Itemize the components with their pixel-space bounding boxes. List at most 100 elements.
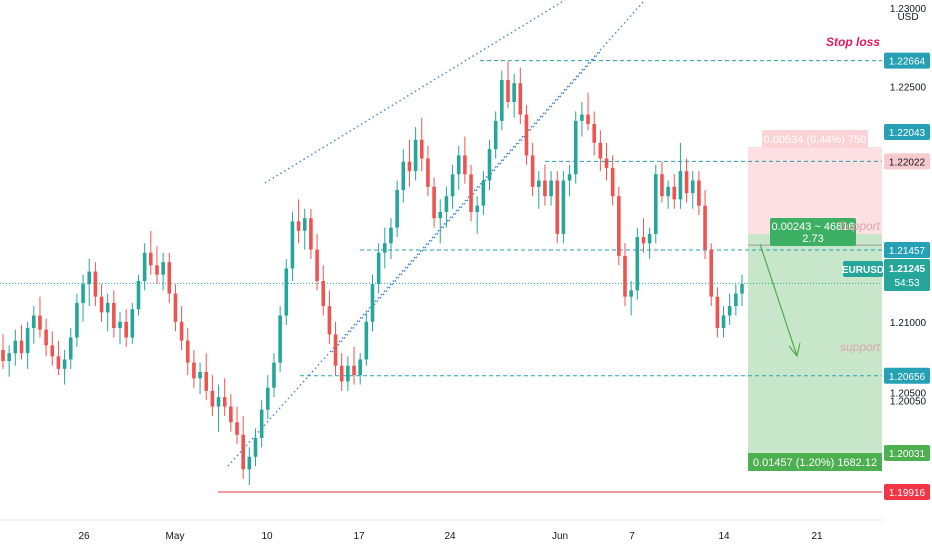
target-info-box [748,453,882,471]
channel-lines[interactable] [227,0,646,467]
candle-body [253,437,258,457]
candle-body [678,171,683,200]
candle-body [376,252,381,285]
candle-body [672,186,677,200]
candle-body [660,174,664,197]
candle-body [684,171,689,194]
candle-body [586,114,590,125]
candle-body [506,80,510,103]
candle-body [358,359,362,376]
target-price-tag [884,445,930,461]
candle-body [25,328,30,354]
candle-body [241,434,245,470]
support-annotation: support [840,340,881,354]
candle-body [432,186,436,219]
candle-body [130,309,135,338]
candle-body [216,397,221,407]
candle-body [592,124,596,143]
candle-body [727,306,732,316]
candle-body [68,337,73,360]
candle-body [272,362,276,388]
candle-body [561,180,566,234]
entry-info-text-1: 0.00243 ~ 46816 [772,221,855,233]
candle-body [413,139,418,172]
target-info-text: 0.01457 (1.20%) 1682.12 [753,457,877,469]
candle-body [352,365,356,376]
candle-body [610,167,615,197]
y-tick-label: 1.20500 [890,388,927,399]
time-axis[interactable]: 26 May 10 17 24 Jun 7 14 21 [78,531,823,542]
candle-body [567,174,572,181]
entry-info-box [770,218,856,246]
candle-body [247,456,252,470]
level-price: 1.19916 [889,488,926,499]
candle-body [155,265,159,275]
candle-body [327,306,332,335]
candle-body [426,158,430,187]
candle-body [210,390,215,407]
candle-body [99,296,104,313]
stop-loss-annotation: Stop loss [826,35,880,49]
stop-info-text: 0.00534 (0.44%) 750 [764,134,867,146]
candle-body [598,142,603,159]
candle-body [315,249,319,281]
y-tick-label: 1.21000 [890,318,927,329]
x-tick-label: Jun [552,531,568,542]
level-price-tag [884,52,930,69]
candle-body [370,284,375,322]
candle-body [161,262,165,275]
x-tick-label: 24 [444,531,456,542]
candle-body [617,196,621,256]
candle-body [419,139,424,159]
candle-body [198,372,202,379]
candle-body [339,365,344,382]
candle-body [740,284,744,294]
channel-upper-line [264,0,566,184]
candle-body [401,161,406,190]
candle-body [697,180,701,206]
candle-body [493,120,498,150]
candle-body [56,356,61,369]
candle-body [481,180,486,206]
candle-body [703,205,707,250]
candle-body [235,422,239,435]
candle-body [93,271,98,297]
candle-body [604,158,609,168]
candle-body [512,83,516,103]
candle-body [192,362,196,379]
candle-body [647,233,652,244]
candle-body [395,189,399,228]
candle-body [309,218,313,250]
candle-body [333,334,338,366]
level-price: 1.21457 [889,246,926,257]
level-price-tag [884,483,930,500]
candle-body [112,302,116,329]
x-tick-label: 26 [78,531,90,542]
symbol-tag [843,261,883,277]
candle-body [721,315,726,329]
candle-body [580,114,584,121]
y-tick-label: 1.20050 [890,396,927,407]
entry-info-text-2: 2.73 [802,233,823,245]
candle-body [500,80,504,121]
candle-body [75,302,79,338]
candle-body [346,365,350,382]
candle-body [50,345,55,357]
candle-body [407,161,412,172]
x-tick-label: 7 [629,531,635,542]
candle-body [438,211,443,219]
x-tick-label: May [166,531,185,542]
candle-body [690,180,695,194]
price-axis[interactable]: 1.230001.225001.220431.214881.210001.205… [884,4,930,500]
candle-body [13,340,18,354]
candle-body [666,186,670,197]
current-price: 1.21245 [889,264,926,275]
x-tick-label: 21 [811,531,823,542]
candle-body [167,262,172,294]
candle-body [623,255,627,297]
candle-body [278,315,282,363]
candle-body [475,205,479,212]
candle-body [179,321,184,341]
candle-body [38,315,42,330]
